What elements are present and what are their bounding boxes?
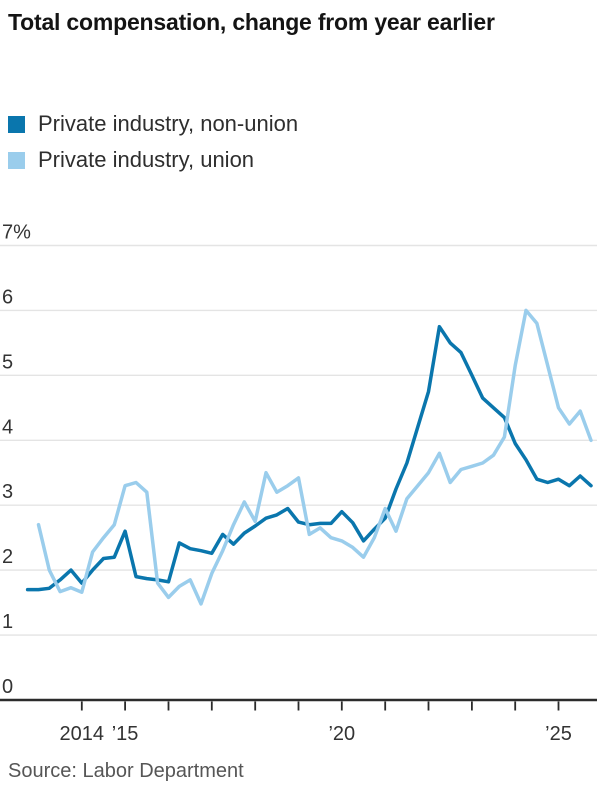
y-axis-label: 5: [2, 351, 13, 373]
series-line-union: [36, 308, 593, 606]
legend-item-union: Private industry, union: [8, 147, 298, 172]
legend-label-non-union: Private industry, non-union: [38, 111, 299, 136]
y-axis-label: 7%: [2, 222, 31, 244]
y-axis-label: 0: [2, 676, 13, 698]
y-axis-label: 3: [2, 481, 13, 503]
legend-swatch-non-union-icon: [8, 115, 25, 133]
legend-item-non-union: Private industry, non-union: [8, 111, 299, 136]
x-axis-label: ’20: [328, 723, 355, 745]
legend: Private industry, non-union Private indu…: [8, 111, 299, 184]
chart-title: Total compensation, change from year ear…: [8, 9, 495, 35]
series-line-non-union: [25, 324, 593, 592]
y-axis-label: 4: [2, 416, 13, 438]
y-axis-label: 6: [2, 286, 13, 308]
x-axis-label: ’25: [545, 723, 572, 745]
y-axis-label: 1: [2, 611, 13, 633]
legend-swatch-union-icon: [8, 151, 25, 169]
x-axis-label: 2014: [60, 723, 105, 745]
x-axis-label: ’15: [112, 723, 139, 745]
y-axis-label: 2: [2, 546, 13, 568]
source-attribution: Source: Labor Department: [8, 760, 244, 782]
legend-label-union: Private industry, union: [38, 147, 255, 172]
